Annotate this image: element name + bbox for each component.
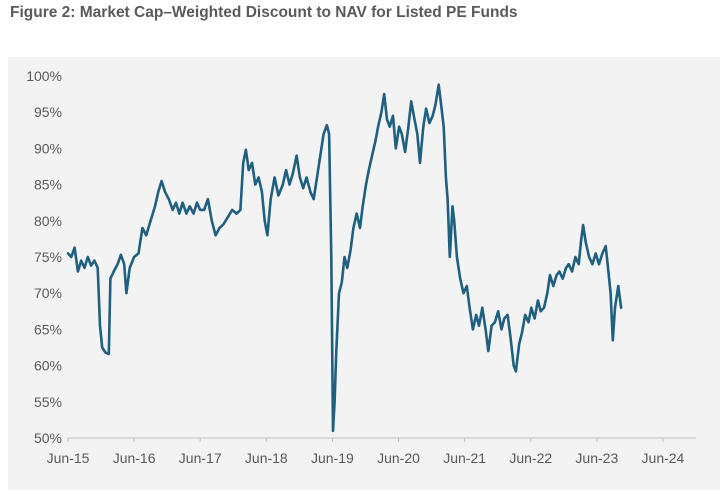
x-tick-label: Jun-20 [377,450,420,466]
y-tick-label: 60% [34,358,62,374]
y-tick-label: 50% [34,430,62,446]
x-tick-label: Jun-16 [113,450,156,466]
y-tick-label: 95% [34,104,62,120]
x-tick-label: Jun-19 [311,450,354,466]
chart-panel: 50% 55% 60% 65% 70% 75% 80% 85% 90% 95% 100% Jun-1… [8,57,720,490]
y-tick-label: 100% [26,68,62,84]
x-tick-label: Jun-24 [642,450,685,466]
x-tick-label: Jun-22 [509,450,552,466]
x-tick-label: Jun-23 [575,450,618,466]
y-tick-label: 65% [34,321,62,337]
plot-area [66,83,623,433]
x-tick-label: Jun-15 [47,450,90,466]
x-tick-label: Jun-21 [443,450,486,466]
y-tick-label: 75% [34,249,62,265]
y-tick-label: 90% [34,140,62,156]
chart-title: Figure 2: Market Cap–Weighted Discount t… [10,4,518,21]
y-tick-label: 80% [34,213,62,229]
y-axis: 50% 55% 60% 65% 70% 75% 80% 85% 90% 95% 100% [26,68,62,446]
series-line [66,83,623,433]
y-tick-label: 55% [34,394,62,410]
line-chart: 50% 55% 60% 65% 70% 75% 80% 85% 90% 95% 100% Jun-1… [26,68,696,466]
x-axis: Jun-15 Jun-16 Jun-17 Jun-18 Jun-19 Jun-20 Jun-… [47,437,696,466]
x-tick-label: Jun-17 [179,450,222,466]
y-tick-label: 85% [34,177,62,193]
x-tick-label: Jun-18 [245,450,288,466]
y-tick-label: 70% [34,285,62,301]
